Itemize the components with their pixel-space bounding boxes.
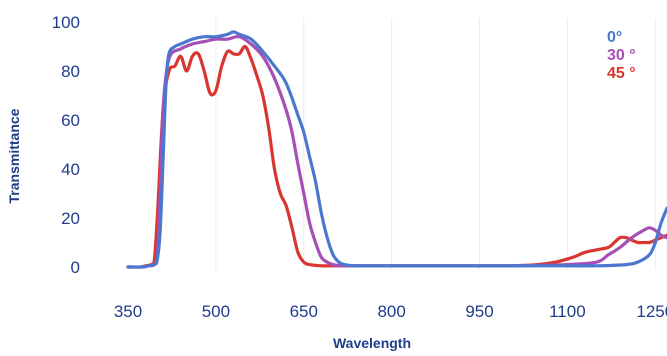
legend-entry: 0°	[607, 29, 622, 46]
y-axis-tick-labels: 0 20 40 60 80 100	[52, 13, 80, 277]
x-tick-label: 650	[290, 302, 318, 321]
x-tick-label: 500	[202, 302, 230, 321]
x-tick-label: 800	[377, 302, 405, 321]
y-tick-label: 40	[61, 160, 80, 179]
grid-lines	[215, 18, 656, 270]
legend: 0°30 °45 °	[607, 29, 636, 82]
series-line-2	[126, 44, 667, 269]
legend-entry: 45 °	[607, 65, 636, 82]
x-axis-title: Wavelength	[333, 335, 411, 351]
x-tick-label: 1100	[549, 302, 586, 321]
legend-entry: 30 °	[607, 47, 636, 64]
y-tick-label: 20	[61, 209, 80, 228]
x-tick-label: 950	[465, 302, 493, 321]
y-tick-label: 100	[52, 13, 80, 32]
series-lines	[126, 30, 667, 269]
series-line-1	[126, 34, 667, 269]
y-tick-label: 0	[71, 258, 80, 277]
y-tick-label: 80	[61, 62, 80, 81]
x-tick-label: 350	[114, 302, 142, 321]
y-axis-title: Transmittance	[6, 108, 22, 203]
y-tick-label: 60	[61, 111, 80, 130]
series-line-0	[126, 30, 667, 269]
